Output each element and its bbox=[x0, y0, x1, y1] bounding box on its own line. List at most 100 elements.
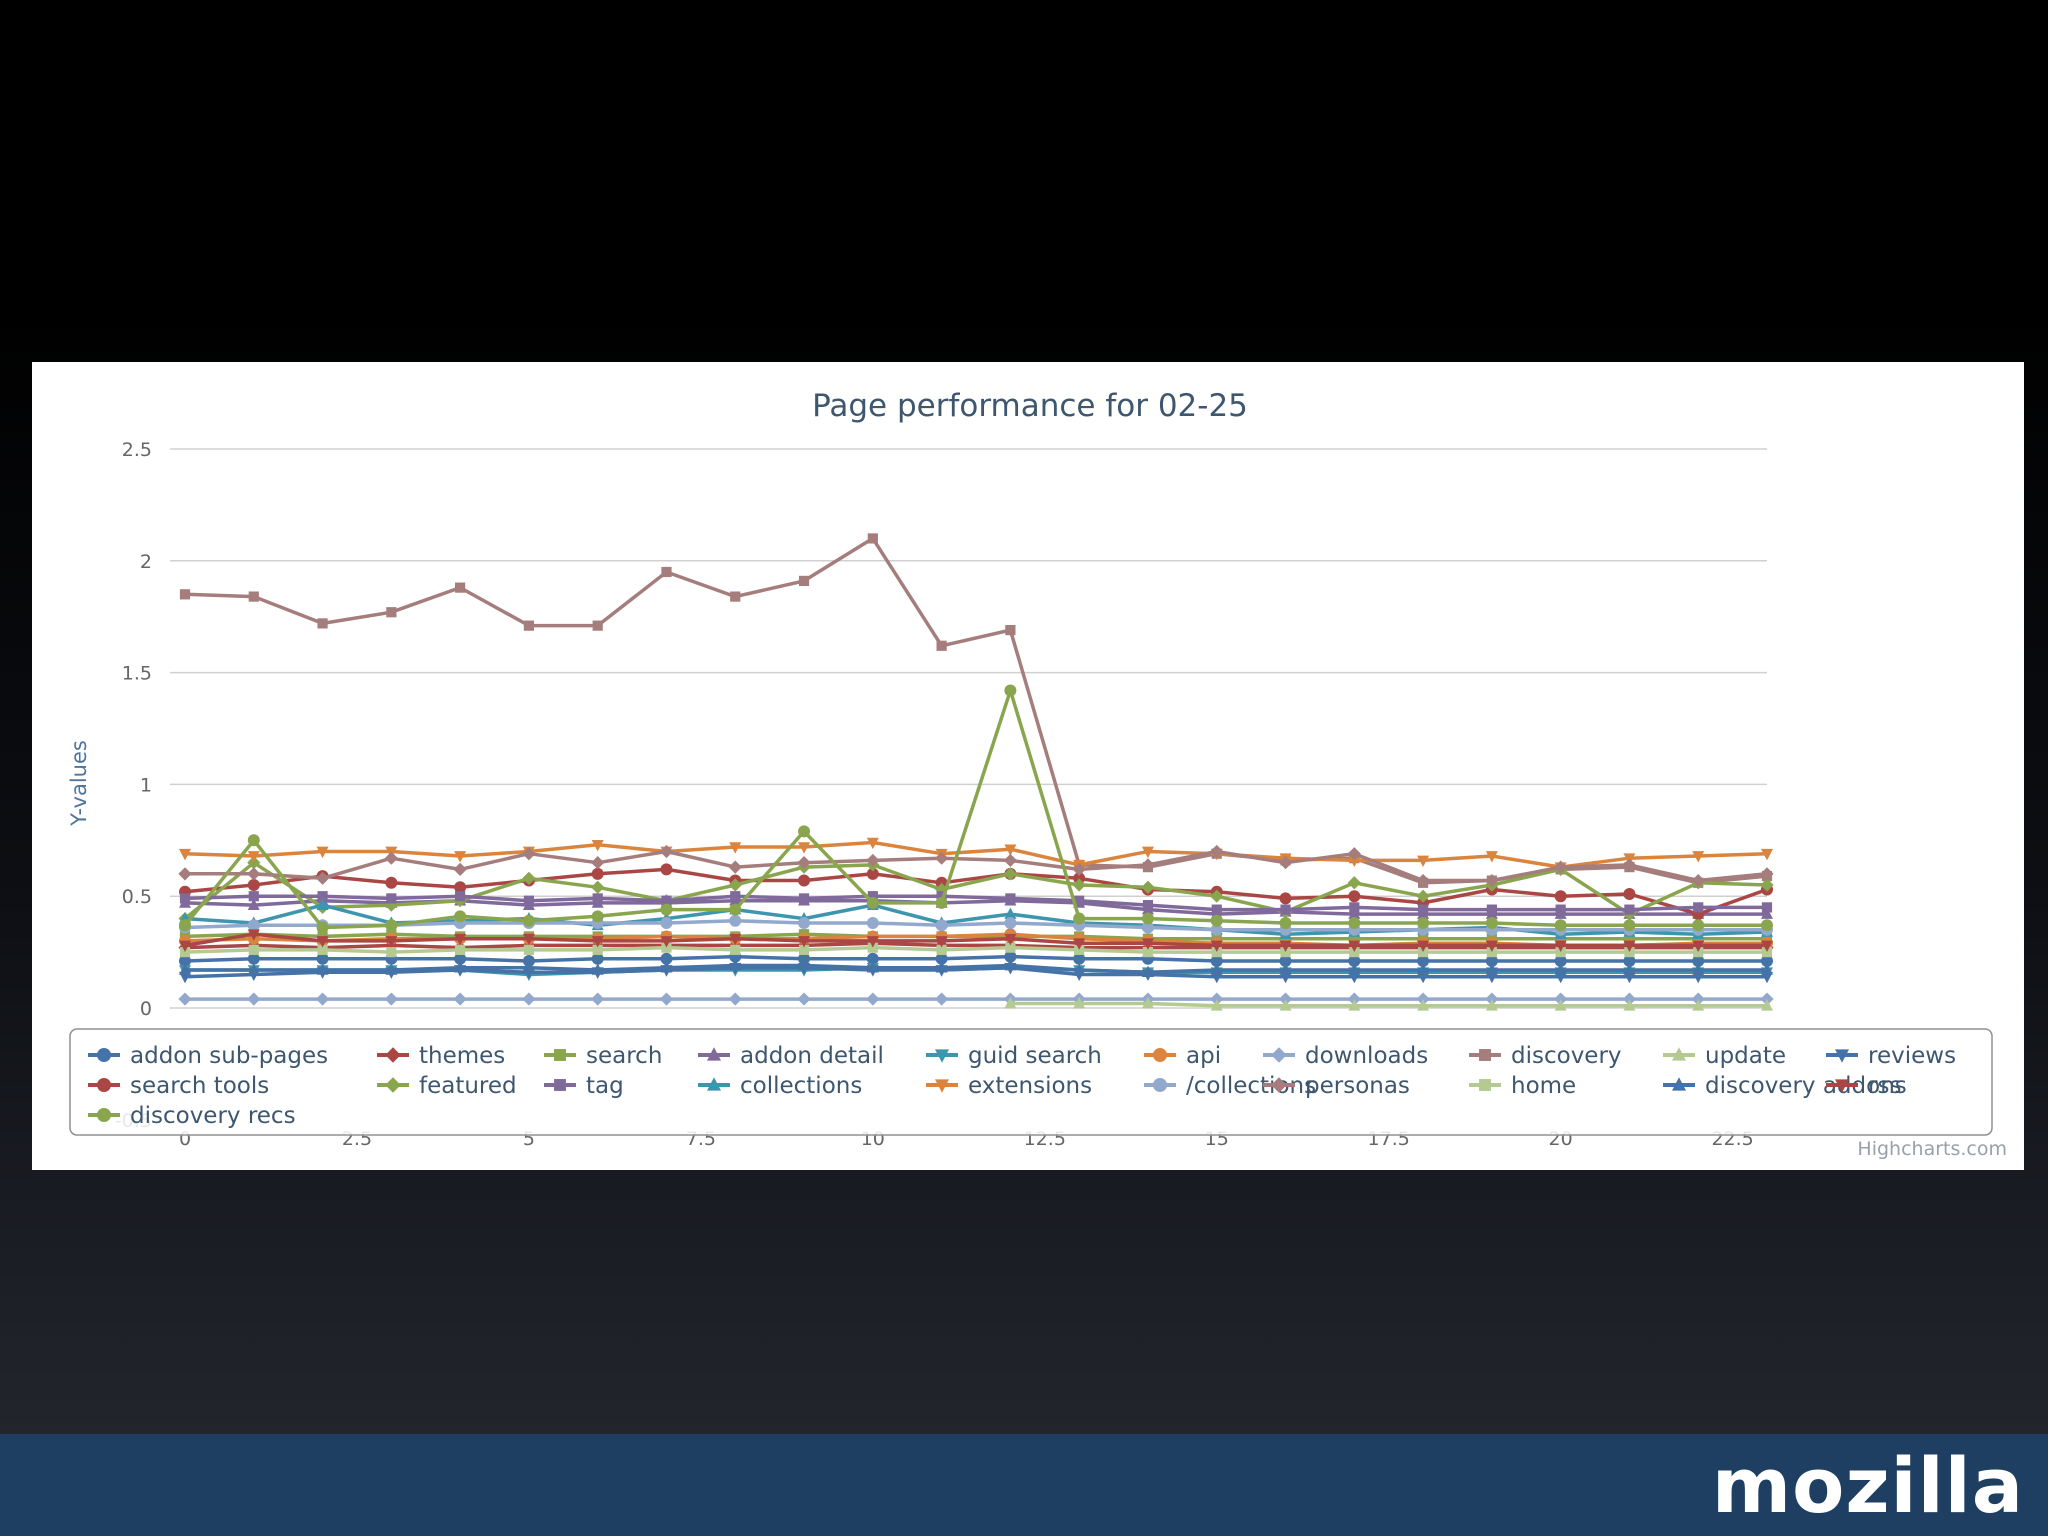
legend-label: search bbox=[586, 1043, 662, 1069]
legend-item[interactable]: collections bbox=[698, 1073, 862, 1099]
data-point bbox=[522, 914, 535, 927]
data-point bbox=[1417, 917, 1430, 930]
data-point bbox=[660, 917, 673, 930]
data-point bbox=[247, 851, 260, 863]
data-point bbox=[247, 929, 260, 941]
legend-swatch-marker bbox=[1479, 1049, 1491, 1061]
data-point bbox=[1416, 992, 1430, 1006]
data-point bbox=[386, 607, 397, 618]
data-point bbox=[1005, 893, 1016, 904]
data-point bbox=[659, 992, 674, 1006]
data-point bbox=[1417, 955, 1430, 968]
series-line bbox=[184, 867, 1768, 916]
legend-item[interactable]: extensions bbox=[926, 1073, 1092, 1099]
legend-swatch-marker bbox=[1153, 1078, 1167, 1092]
series-discovery-recs[interactable] bbox=[179, 684, 1773, 934]
legend-item[interactable]: discovery recs bbox=[88, 1103, 296, 1129]
legend-item[interactable]: discovery addons bbox=[1663, 1073, 1907, 1099]
legend-item[interactable]: update bbox=[1663, 1043, 1786, 1069]
series-extensions[interactable] bbox=[179, 837, 1773, 874]
data-point bbox=[454, 851, 467, 863]
series-line bbox=[183, 688, 1767, 930]
data-point bbox=[1210, 844, 1224, 859]
data-point bbox=[1761, 848, 1773, 861]
data-point bbox=[315, 992, 330, 1006]
y-tick-label: 2.5 bbox=[122, 439, 152, 461]
data-point bbox=[1004, 844, 1017, 856]
data-point bbox=[1003, 867, 1017, 881]
legend-item[interactable]: search tools bbox=[88, 1073, 269, 1099]
data-point bbox=[1211, 947, 1222, 958]
data-point bbox=[1761, 907, 1773, 919]
data-point bbox=[1004, 933, 1017, 946]
legend-item[interactable]: discovery bbox=[1469, 1043, 1622, 1069]
data-point bbox=[1692, 963, 1705, 975]
legend-item[interactable]: api bbox=[1144, 1043, 1221, 1069]
legend-item[interactable]: themes bbox=[377, 1043, 505, 1069]
data-point bbox=[1211, 904, 1222, 915]
series-personas[interactable] bbox=[178, 844, 1774, 888]
legend-item[interactable]: addon detail bbox=[698, 1043, 884, 1069]
legend-item[interactable]: search bbox=[544, 1043, 662, 1069]
data-point bbox=[1485, 873, 1499, 888]
legend-item[interactable]: downloads bbox=[1263, 1043, 1428, 1069]
legend-item[interactable]: addon sub-pages bbox=[88, 1043, 328, 1069]
data-point bbox=[867, 942, 878, 953]
data-point bbox=[1210, 999, 1223, 1011]
data-point bbox=[798, 893, 810, 904]
data-point bbox=[1005, 942, 1016, 953]
data-point bbox=[592, 944, 603, 955]
data-point bbox=[1348, 955, 1361, 968]
data-point bbox=[1279, 940, 1292, 952]
series-downloads[interactable] bbox=[178, 992, 1774, 1006]
series-home[interactable] bbox=[179, 942, 1773, 958]
legend-item[interactable]: rss bbox=[1826, 1073, 1901, 1099]
legend-item[interactable]: guid search bbox=[926, 1043, 1102, 1069]
data-point bbox=[317, 944, 328, 955]
data-point bbox=[866, 936, 879, 948]
data-point bbox=[1485, 940, 1498, 952]
data-point bbox=[1348, 940, 1361, 952]
highcharts-credit[interactable]: Highcharts.com bbox=[1857, 1138, 2007, 1160]
data-point bbox=[728, 878, 742, 892]
data-point bbox=[866, 853, 880, 868]
y-tick-label: 1 bbox=[140, 774, 152, 796]
data-point bbox=[592, 620, 603, 631]
data-point bbox=[1074, 944, 1085, 955]
data-point bbox=[1004, 950, 1017, 963]
data-point bbox=[659, 844, 674, 859]
data-point bbox=[1004, 996, 1017, 1009]
data-point bbox=[1760, 992, 1774, 1006]
series-update[interactable] bbox=[1004, 996, 1773, 1011]
series-line bbox=[184, 941, 1767, 950]
data-point bbox=[592, 893, 603, 904]
data-point bbox=[1554, 940, 1567, 952]
data-point bbox=[1416, 873, 1430, 888]
series-line bbox=[184, 932, 1767, 948]
data-point bbox=[798, 825, 811, 838]
data-point bbox=[935, 936, 948, 948]
data-point bbox=[591, 867, 604, 880]
legend-swatch-marker bbox=[1672, 1047, 1686, 1061]
data-point bbox=[1761, 947, 1773, 958]
series-discovery-addons[interactable] bbox=[179, 958, 1773, 978]
data-point bbox=[247, 867, 261, 881]
data-point bbox=[1623, 887, 1636, 900]
data-point bbox=[1693, 902, 1704, 913]
legend-item[interactable]: tag bbox=[544, 1073, 624, 1099]
legend-item[interactable]: personas bbox=[1263, 1073, 1410, 1099]
legend-item[interactable]: home bbox=[1469, 1073, 1576, 1099]
data-point bbox=[798, 917, 811, 930]
data-point bbox=[179, 919, 191, 932]
series-rss[interactable] bbox=[179, 929, 1773, 952]
legend-swatch-marker bbox=[1835, 1079, 1849, 1093]
legend-swatch-marker bbox=[707, 1077, 721, 1091]
mozilla-wordmark: mozilla bbox=[1711, 1441, 2024, 1530]
series-tag[interactable] bbox=[179, 891, 1773, 915]
legend-item[interactable]: featured bbox=[377, 1073, 517, 1099]
series-addon-sub-pages[interactable] bbox=[179, 950, 1773, 968]
data-point bbox=[867, 533, 878, 544]
legend-item[interactable]: reviews bbox=[1826, 1043, 1956, 1069]
data-point bbox=[866, 961, 879, 973]
data-point bbox=[1624, 947, 1635, 958]
